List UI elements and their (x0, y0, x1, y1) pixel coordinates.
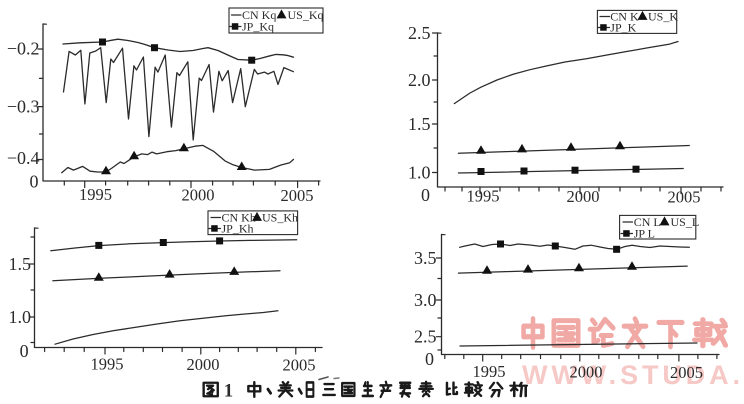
svg-text:1.0: 1.0 (9, 307, 32, 327)
svg-text:2000: 2000 (567, 187, 600, 206)
svg-text:US_Kq: US_Kq (288, 8, 324, 22)
svg-text:1.5: 1.5 (9, 254, 32, 274)
svg-text:1995: 1995 (467, 187, 500, 206)
svg-text:−0.3: −0.3 (7, 97, 40, 117)
svg-text:0: 0 (30, 172, 39, 192)
svg-text:JP L: JP L (634, 226, 655, 240)
svg-text:US_Kh: US_Kh (262, 210, 298, 224)
svg-text:CN K: CN K (610, 9, 639, 23)
svg-text:0: 0 (20, 341, 29, 361)
svg-text:1995: 1995 (91, 355, 124, 374)
svg-text:2005: 2005 (668, 188, 701, 207)
svg-text:3.0: 3.0 (414, 290, 437, 310)
svg-text:JP_K: JP_K (610, 20, 636, 34)
svg-text:2005: 2005 (281, 186, 314, 205)
svg-text:1.5: 1.5 (408, 114, 431, 134)
svg-text:2000: 2000 (187, 355, 220, 374)
svg-text:3.5: 3.5 (414, 248, 437, 268)
svg-text:2.0: 2.0 (408, 70, 431, 90)
svg-text:−0.4: −0.4 (7, 148, 40, 168)
svg-text:0: 0 (421, 185, 430, 205)
svg-text:JP_Kq: JP_Kq (242, 19, 274, 33)
svg-text:JP_Kh: JP_Kh (222, 221, 254, 235)
svg-text:WWW.STUDA.: WWW.STUDA. (522, 360, 744, 390)
svg-text:2000: 2000 (182, 186, 215, 205)
svg-text:US_K: US_K (648, 9, 678, 23)
svg-text:−0.2: −0.2 (7, 39, 40, 59)
svg-text:1995: 1995 (79, 185, 112, 204)
svg-text:CN Kh: CN Kh (222, 210, 256, 224)
svg-text:CN Kq: CN Kq (242, 8, 276, 22)
svg-text:2005: 2005 (283, 356, 316, 375)
svg-text:CN L: CN L (634, 215, 661, 229)
svg-text:2000: 2000 (570, 363, 603, 382)
svg-text:2.5: 2.5 (414, 327, 437, 347)
svg-text:0: 0 (425, 349, 434, 369)
svg-text:1.0: 1.0 (408, 162, 431, 182)
svg-text:1: 1 (224, 382, 233, 402)
svg-text:US_L: US_L (671, 215, 700, 229)
svg-text:1995: 1995 (473, 362, 506, 381)
svg-text:2.5: 2.5 (408, 23, 431, 43)
svg-text:2005: 2005 (670, 363, 703, 382)
